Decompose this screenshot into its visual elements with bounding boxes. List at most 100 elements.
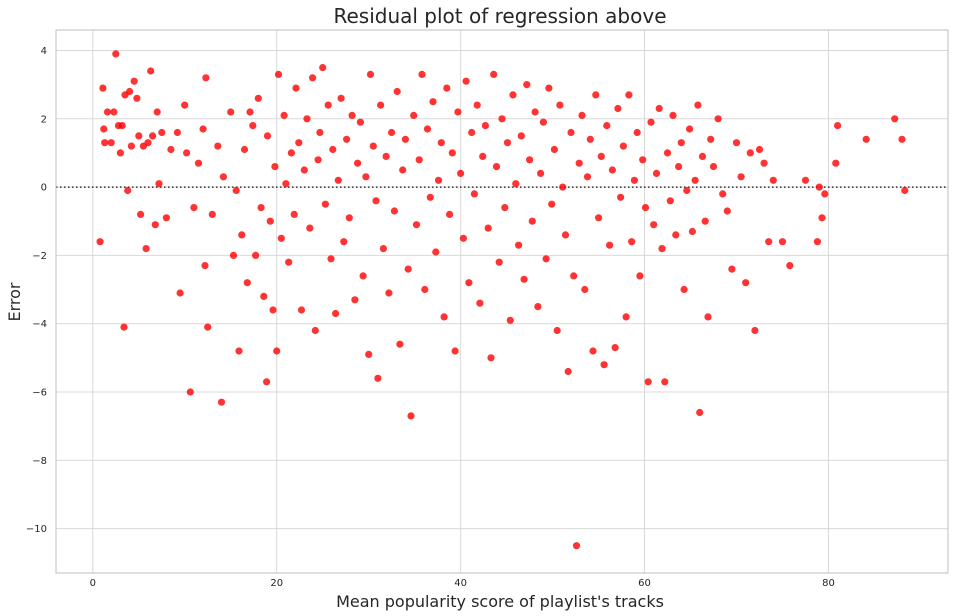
scatter-point (672, 231, 680, 239)
scatter-point (238, 231, 246, 239)
scatter-point (746, 149, 754, 157)
scatter-point (126, 87, 134, 96)
scatter-point (110, 108, 118, 116)
scatter-point (116, 149, 124, 157)
scatter-point (606, 241, 614, 249)
scatter-point (300, 166, 308, 174)
scatter-point (691, 176, 699, 184)
scatter-point (666, 197, 674, 205)
scatter-point (332, 309, 340, 318)
scatter-point (891, 115, 899, 123)
scatter-point (246, 108, 254, 116)
scatter-point (96, 238, 104, 246)
scatter-point (359, 272, 367, 280)
scatter-point (340, 238, 348, 246)
scatter-point (459, 234, 467, 242)
scatter-point (586, 135, 594, 143)
scatter-point (572, 542, 581, 550)
x-tick-label: 20 (270, 578, 283, 589)
scatter-point (742, 279, 750, 287)
scatter-point (600, 361, 608, 369)
scatter-point (701, 217, 709, 225)
scatter-point (650, 221, 658, 229)
scatter-point (641, 204, 650, 212)
scatter-point (269, 306, 277, 314)
scatter-point (636, 272, 644, 280)
scatter-point (801, 176, 810, 184)
y-tick-label: −8 (32, 456, 47, 467)
scatter-point (487, 354, 495, 362)
scatter-point (379, 245, 387, 253)
scatter-point (479, 152, 487, 160)
scatter-point (217, 398, 226, 406)
scatter-point (503, 139, 512, 147)
scatter-point (683, 186, 691, 195)
scatter-point (429, 98, 437, 106)
scatter-point (142, 245, 150, 253)
scatter-point (254, 94, 262, 102)
x-tick-label: 80 (822, 578, 835, 589)
scatter-point (506, 316, 514, 324)
scatter-point (290, 210, 298, 218)
scatter-point (737, 173, 745, 181)
scatter-point (393, 87, 401, 96)
scatter-point (451, 347, 459, 355)
scatter-point (232, 186, 240, 195)
scatter-point (862, 135, 870, 143)
scatter-point (101, 139, 109, 147)
scatter-point (517, 132, 525, 140)
scatter-point (418, 70, 426, 78)
scatter-point (194, 159, 203, 167)
scatter-point (548, 200, 556, 208)
scatter-point (147, 67, 155, 75)
scatter-point (144, 139, 152, 147)
scatter-point (515, 241, 523, 249)
scatter-point (365, 350, 373, 358)
scatter-point (280, 111, 288, 119)
scatter-point (709, 163, 718, 171)
scatter-point (765, 238, 773, 246)
scatter-point (158, 128, 166, 137)
scatter-point (374, 374, 382, 382)
scatter-point (704, 313, 712, 321)
scatter-point (628, 238, 636, 246)
scatter-point (153, 108, 161, 116)
scatter-point (415, 156, 423, 164)
scatter-point (545, 84, 553, 92)
scatter-point (107, 139, 115, 147)
scatter-point (454, 108, 462, 116)
scatter-point (663, 149, 672, 157)
x-tick-label: 40 (454, 578, 467, 589)
scatter-point (655, 104, 663, 113)
scatter-point (523, 81, 531, 89)
chart-title: Residual plot of regression above (333, 4, 666, 28)
scatter-point (696, 408, 704, 417)
scatter-point (434, 176, 443, 184)
scatter-point (818, 214, 826, 222)
scatter-point (329, 145, 337, 154)
scatter-point (608, 166, 617, 174)
scatter-point (813, 238, 822, 246)
scatter-point (377, 101, 385, 109)
scatter-point (509, 91, 517, 99)
scatter-point (151, 221, 159, 229)
scatter-point (266, 217, 274, 225)
scatter-point (644, 378, 652, 386)
scatter-point (186, 388, 194, 396)
scatter-point (112, 50, 120, 58)
scatter-point (465, 279, 473, 287)
scatter-point (492, 163, 501, 171)
scatter-point (271, 163, 279, 171)
scatter-point (495, 258, 503, 266)
scatter-point (559, 183, 567, 191)
scatter-point (614, 104, 622, 113)
scatter-point (176, 289, 184, 297)
scatter-point (719, 190, 727, 198)
scatter-point (149, 132, 157, 140)
scatter-point (348, 111, 356, 119)
scatter-point (199, 125, 207, 133)
scatter-point (309, 74, 317, 82)
scatter-point (287, 149, 295, 157)
scatter-point (390, 207, 398, 215)
x-tick-label: 60 (638, 578, 651, 589)
